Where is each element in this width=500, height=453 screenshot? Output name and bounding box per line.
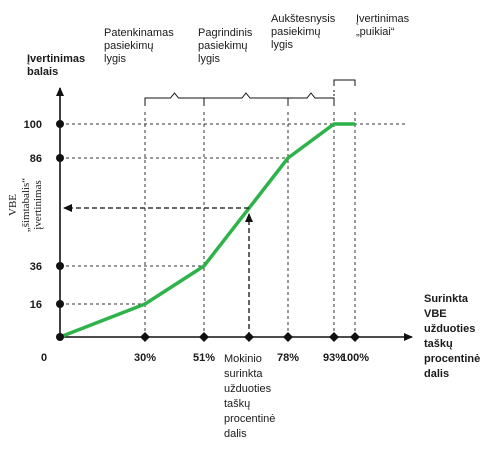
example-label-line: dalis bbox=[224, 428, 247, 440]
level-label-line: lygis bbox=[104, 53, 127, 65]
y-axis-title: Įvertinimas balais bbox=[27, 53, 88, 78]
y-axis-side-label: VBE „šimtabalis“ įvertinimas bbox=[7, 178, 44, 232]
level-label: Įvertinimas „puikiai“ bbox=[356, 13, 410, 38]
x-tick-label: 78% bbox=[277, 352, 299, 364]
level-bracket bbox=[287, 92, 335, 106]
x-tick-label: 51% bbox=[193, 352, 215, 364]
side-label-line: įvertinimas bbox=[32, 180, 44, 230]
level-label-line: Įvertinimas bbox=[356, 13, 410, 25]
level-label-line: Aukštesnysis bbox=[271, 13, 336, 25]
level-label: Pagrindinis pasiekimų lygis bbox=[198, 27, 253, 65]
level-label-line: pasiekimų bbox=[271, 26, 321, 38]
level-label-line: Pagrindinis bbox=[198, 27, 253, 39]
side-label-line: „šimtabalis“ bbox=[20, 178, 32, 232]
example-label-line: taškų bbox=[224, 398, 250, 410]
x-tick-marker bbox=[329, 332, 339, 342]
level-label: Aukštesnysis pasiekimų lygis bbox=[271, 13, 336, 51]
y-tick-label: 86 bbox=[30, 153, 42, 165]
y-tick-marker bbox=[56, 300, 64, 308]
example-label-line: Mokinio bbox=[224, 353, 262, 365]
x-axis-title: Surinkta VBE užduoties taškų procentinė … bbox=[424, 293, 483, 380]
y-tick-marker bbox=[56, 120, 64, 128]
series-layer bbox=[59, 122, 355, 339]
example-arrows bbox=[63, 204, 253, 337]
y-tick-label: 100 bbox=[24, 119, 42, 131]
x-axis-title-line: Surinkta bbox=[424, 293, 469, 305]
level-label-line: lygis bbox=[271, 39, 294, 51]
x-tick-label: 93% bbox=[323, 352, 345, 364]
level-label-line: lygis bbox=[198, 53, 221, 65]
series-line bbox=[59, 122, 355, 339]
y-tick-marker bbox=[56, 154, 64, 162]
y-tick-label: 16 bbox=[30, 299, 42, 311]
x-axis-title-line: taškų bbox=[424, 338, 453, 350]
example-label-line: procentinė bbox=[224, 413, 275, 425]
example-label-line: surinkta bbox=[224, 368, 263, 380]
level-label-line: „puikiai“ bbox=[356, 26, 395, 38]
x-axis-title-line: procentinė bbox=[424, 353, 480, 365]
x-tick-marker bbox=[283, 332, 293, 342]
x-axis-title-line: dalis bbox=[424, 368, 449, 380]
origin-marker bbox=[56, 333, 64, 341]
level-bracket bbox=[144, 92, 205, 106]
x-tick-label: 100% bbox=[341, 352, 369, 364]
guide-lines bbox=[60, 110, 408, 337]
level-label-line: Patenkinamas bbox=[104, 27, 174, 39]
level-bracket bbox=[203, 92, 289, 106]
level-label-line: pasiekimų bbox=[198, 40, 248, 52]
tick-layer: 30% 51% 78% 93%100% 16 36 86 100 bbox=[24, 119, 370, 364]
x-tick-label: 30% bbox=[134, 352, 156, 364]
example-point-label: Mokinio surinkta užduoties taškų procent… bbox=[224, 353, 278, 440]
side-label-line: VBE bbox=[7, 194, 19, 216]
x-tick-marker bbox=[199, 332, 209, 342]
x-axis-title-line: VBE bbox=[424, 308, 447, 320]
level-label: Patenkinamas pasiekimų lygis bbox=[104, 27, 174, 65]
level-bracket bbox=[333, 79, 356, 86]
x-axis-title-line: užduoties bbox=[424, 323, 475, 335]
y-axis-title-line: Įvertinimas bbox=[27, 53, 85, 65]
y-axis-title-line: balais bbox=[27, 66, 58, 78]
y-tick-marker bbox=[56, 262, 64, 270]
x-tick-marker bbox=[350, 332, 360, 342]
level-label-line: pasiekimų bbox=[104, 40, 154, 52]
y-tick-label: 36 bbox=[30, 261, 42, 273]
x-tick-marker bbox=[140, 332, 150, 342]
origin-label: 0 bbox=[41, 352, 47, 364]
example-label-line: užduoties bbox=[224, 383, 272, 395]
